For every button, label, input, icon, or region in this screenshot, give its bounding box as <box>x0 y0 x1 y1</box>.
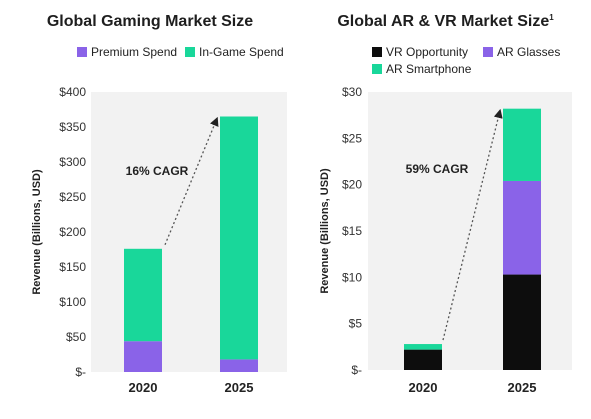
legend-swatch-in-game-spend <box>185 47 195 57</box>
legend-label-ar-glasses: AR Glasses <box>497 45 561 59</box>
gaming-ytick-label: $400 <box>59 85 86 99</box>
legend-swatch-ar-glasses <box>483 47 493 57</box>
gaming-bar-premium-spend-2025 <box>220 359 258 372</box>
ar-vr-bar-ar-glasses-2025 <box>503 180 541 275</box>
ar-vr-bar-ar-smartphone-2025 <box>503 108 541 181</box>
legend-label-in-game-spend: In-Game Spend <box>199 45 284 59</box>
legend-label-ar-smartphone: AR Smartphone <box>386 62 472 76</box>
legend-label-premium-spend: Premium Spend <box>91 45 178 59</box>
legend-swatch-vr-opportunity <box>372 47 382 57</box>
gaming-cagr-label: 16% CAGR <box>126 164 189 178</box>
ar-vr-bar-ar-smartphone-2020 <box>404 344 442 350</box>
ar-vr-y-axis-label: Revenue (Billions, USD) <box>319 168 331 294</box>
legend-item-ar-smartphone: AR Smartphone <box>372 62 471 76</box>
gaming-ytick-label: $- <box>75 365 86 379</box>
gaming-chart-title: Global Gaming Market Size <box>46 13 254 30</box>
legend-label-vr-opportunity: VR Opportunity <box>386 45 469 59</box>
legend-item-vr-opportunity: VR Opportunity <box>372 45 468 59</box>
ar-vr-cagr-arrow <box>442 108 503 341</box>
ar-vr-ytick-label: $30 <box>342 85 362 99</box>
gaming-x-tick-label-2020: 2020 <box>129 380 158 395</box>
gaming-x-tick-label-2025: 2025 <box>225 380 254 395</box>
ar-vr-chart-plot: $- $5 $10 $15 $20 $25 $30 Revenue (Billions, US… <box>319 85 572 395</box>
gaming-chart-panel: Global Gaming Market Size Premium Spend … <box>31 13 287 395</box>
ar-vr-ytick-label: $20 <box>342 178 362 192</box>
ar-vr-ytick-label: $25 <box>342 131 362 145</box>
gaming-ytick-label: $300 <box>59 155 86 169</box>
gaming-ytick-label: $350 <box>59 120 86 134</box>
ar-vr-bar-vr-opportunity-2020 <box>404 349 442 370</box>
ar-vr-chart-title-text: Global AR & VR Market Size <box>337 13 550 30</box>
ar-vr-x-tick-label-2025: 2025 <box>508 380 537 395</box>
legend-item-in-game-spend: In-Game Spend <box>185 45 284 59</box>
gaming-ytick-label: $250 <box>59 190 86 204</box>
gaming-chart-plot: $- $50 $100 $150 $200 $250 $300 $350 $400 Revenue… <box>31 85 287 395</box>
gaming-bar-premium-spend-2020 <box>124 341 162 372</box>
gaming-bar-in-game-spend-2020 <box>124 248 162 342</box>
legend-swatch-ar-smartphone <box>372 64 382 74</box>
ar-vr-ytick-label: $5 <box>349 317 363 331</box>
gaming-y-axis-label: Revenue (Billions, USD) <box>31 169 43 295</box>
gaming-ytick-label: $100 <box>59 295 86 309</box>
ar-vr-chart-panel: Global AR & VR Market Size1 VR Opportuni… <box>300 0 591 419</box>
gaming-bar-in-game-spend-2025 <box>220 116 258 360</box>
legend-item-premium-spend: Premium Spend <box>77 45 177 59</box>
gaming-ytick-label: $200 <box>59 225 86 239</box>
legend-swatch-premium-spend <box>77 47 87 57</box>
ar-vr-bar-vr-opportunity-2025 <box>503 274 541 370</box>
ar-vr-x-tick-label-2020: 2020 <box>409 380 438 395</box>
gaming-ytick-label: $150 <box>59 260 86 274</box>
ar-vr-ytick-label: $10 <box>342 270 362 284</box>
ar-vr-chart-title: Global AR & VR Market Size1 <box>300 13 591 31</box>
ar-vr-plot-area <box>368 92 572 370</box>
ar-vr-cagr-label: 59% CAGR <box>406 162 469 176</box>
ar-vr-ytick-label: $- <box>351 363 362 377</box>
gaming-cagr-arrow <box>164 116 219 246</box>
ar-vr-title-footnote: 1 <box>549 13 554 22</box>
gaming-ytick-label: $50 <box>66 330 86 344</box>
legend-item-ar-glasses: AR Glasses <box>483 45 560 59</box>
ar-vr-ytick-label: $15 <box>342 224 362 238</box>
